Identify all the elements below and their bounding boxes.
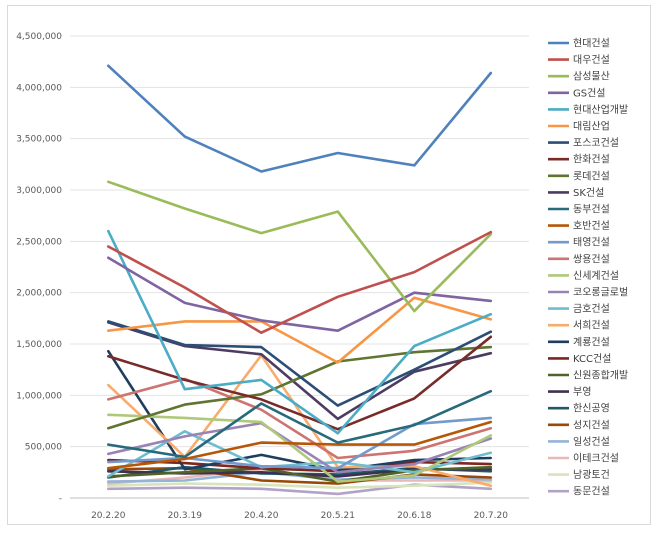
legend-item: 신원종합개발 xyxy=(548,370,628,382)
y-tick-label: 2,000,000 xyxy=(16,289,62,299)
legend-item: 태영건설 xyxy=(548,237,610,249)
legend-item: 동문건설 xyxy=(548,486,610,498)
legend-item: 현대산업개발 xyxy=(548,103,628,116)
legend-item: 한신공영 xyxy=(548,403,610,415)
series-line xyxy=(107,416,493,470)
y-tick-label: 4,000,000 xyxy=(16,83,62,93)
y-tick-label: 4,500,000 xyxy=(16,32,62,42)
series-line xyxy=(107,421,493,474)
legend-label: 삼성물산 xyxy=(573,71,610,83)
x-tick-label: 20.5.21 xyxy=(321,511,355,521)
y-tick-label: 500,000 xyxy=(25,443,62,453)
series-line xyxy=(107,413,493,483)
legend-item: 성지건설 xyxy=(548,419,610,431)
legend-label: 금호건설 xyxy=(573,303,610,315)
legend-label: 한화건설 xyxy=(573,154,610,166)
legend-item: 한화건설 xyxy=(548,154,610,166)
legend-label: 태영건설 xyxy=(573,237,610,249)
x-axis: 20.2.20 20.3.19 20.4.20 20.5.21 20.6.18 20.7.… xyxy=(91,511,508,521)
legend-label: 성지건설 xyxy=(573,419,610,431)
legend-label: 남광토건 xyxy=(573,469,610,481)
legend-item: 신세계건설 xyxy=(548,270,619,282)
series-line xyxy=(107,64,493,173)
series-line xyxy=(107,420,493,470)
x-tick-label: 20.7.20 xyxy=(474,511,509,521)
legend-item: KCC건설 xyxy=(548,353,611,365)
legend-item: SK건설 xyxy=(548,187,604,199)
series-line xyxy=(107,296,493,364)
legend-label: 동문건설 xyxy=(573,486,610,498)
gridlines xyxy=(70,35,529,499)
legend-label: 쌍용건설 xyxy=(573,253,610,265)
legend-item: 롯데건설 xyxy=(548,170,610,182)
x-tick-label: 20.2.20 xyxy=(91,511,126,521)
line-chart: - 500,000 1,000,000 1,500,000 2,000,000 2,500… xyxy=(16,32,628,521)
series-line xyxy=(107,335,493,431)
series-line xyxy=(107,229,493,435)
legend-label: 한신공영 xyxy=(573,403,610,415)
legend-item: 일성건설 xyxy=(548,436,610,448)
x-tick-label: 20.3.19 xyxy=(168,511,203,521)
legend-label: 부영 xyxy=(573,386,591,398)
legend-label: 동부건설 xyxy=(573,204,610,216)
y-tick-label: 3,500,000 xyxy=(16,135,62,145)
y-tick-label: 2,500,000 xyxy=(16,237,62,247)
legend-label: 코오롱글로벌 xyxy=(573,287,628,299)
legend-label: 포스코건설 xyxy=(573,137,619,149)
legend-item: 호반건설 xyxy=(548,220,610,232)
legend-item: 부영 xyxy=(548,386,591,398)
legend-item: 동부건설 xyxy=(548,204,610,216)
series-line xyxy=(107,320,493,407)
legend-item: 코오롱글로벌 xyxy=(548,287,628,299)
legend-label: 신원종합개발 xyxy=(573,370,628,382)
y-axis: - 500,000 1,000,000 1,500,000 2,000,000 2,500… xyxy=(16,32,62,504)
series-line xyxy=(107,389,493,459)
series-line xyxy=(107,230,493,335)
legend-label: 신세계건설 xyxy=(573,270,619,282)
series-line xyxy=(107,458,493,473)
legend-label: 계룡건설 xyxy=(573,336,610,348)
legend-item: 대우건설 xyxy=(548,54,610,66)
legend-label: GS건설 xyxy=(573,87,606,99)
y-tick-label: 3,000,000 xyxy=(16,186,62,196)
legend-item: GS건설 xyxy=(548,87,606,99)
legend-label: 서희건설 xyxy=(573,320,610,332)
chart-frame: - 500,000 1,000,000 1,500,000 2,000,000 2,500… xyxy=(7,5,651,525)
legend-label: KCC건설 xyxy=(573,353,611,365)
series-line xyxy=(107,377,493,460)
legend-label: 호반건설 xyxy=(573,220,610,232)
legend-label: 이테크건설 xyxy=(573,453,619,465)
legend-item: 금호건설 xyxy=(548,303,610,315)
series-line xyxy=(107,481,493,490)
y-tick-label: 1,000,000 xyxy=(16,391,62,401)
series-lines xyxy=(107,64,493,496)
x-tick-label: 20.4.20 xyxy=(244,511,279,521)
legend-item: 쌍용건설 xyxy=(548,253,610,265)
legend-label: 현대산업개발 xyxy=(573,103,628,116)
legend-item: 남광토건 xyxy=(548,469,610,481)
legend-item: 삼성물산 xyxy=(548,71,610,83)
x-tick-label: 20.6.18 xyxy=(397,511,432,521)
legend-item: 포스코건설 xyxy=(548,137,619,149)
y-tick-label: - xyxy=(59,494,62,504)
legend-label: 롯데건설 xyxy=(573,170,610,182)
legend-label: 현대건설 xyxy=(573,38,610,50)
legend-item: 계룡건설 xyxy=(548,336,610,348)
series-line xyxy=(107,180,493,313)
y-tick-label: 1,500,000 xyxy=(16,340,62,350)
legend-item: 이테크건설 xyxy=(548,453,619,465)
series-line xyxy=(107,256,493,333)
legend-item: 대림산업 xyxy=(548,120,610,133)
legend-label: SK건설 xyxy=(573,187,604,199)
legend-label: 일성건설 xyxy=(573,436,610,448)
legend-item: 현대건설 xyxy=(548,38,610,50)
legend-label: 대우건설 xyxy=(573,54,610,66)
legend-label: 대림산업 xyxy=(573,120,610,133)
legend-item: 서희건설 xyxy=(548,320,610,332)
